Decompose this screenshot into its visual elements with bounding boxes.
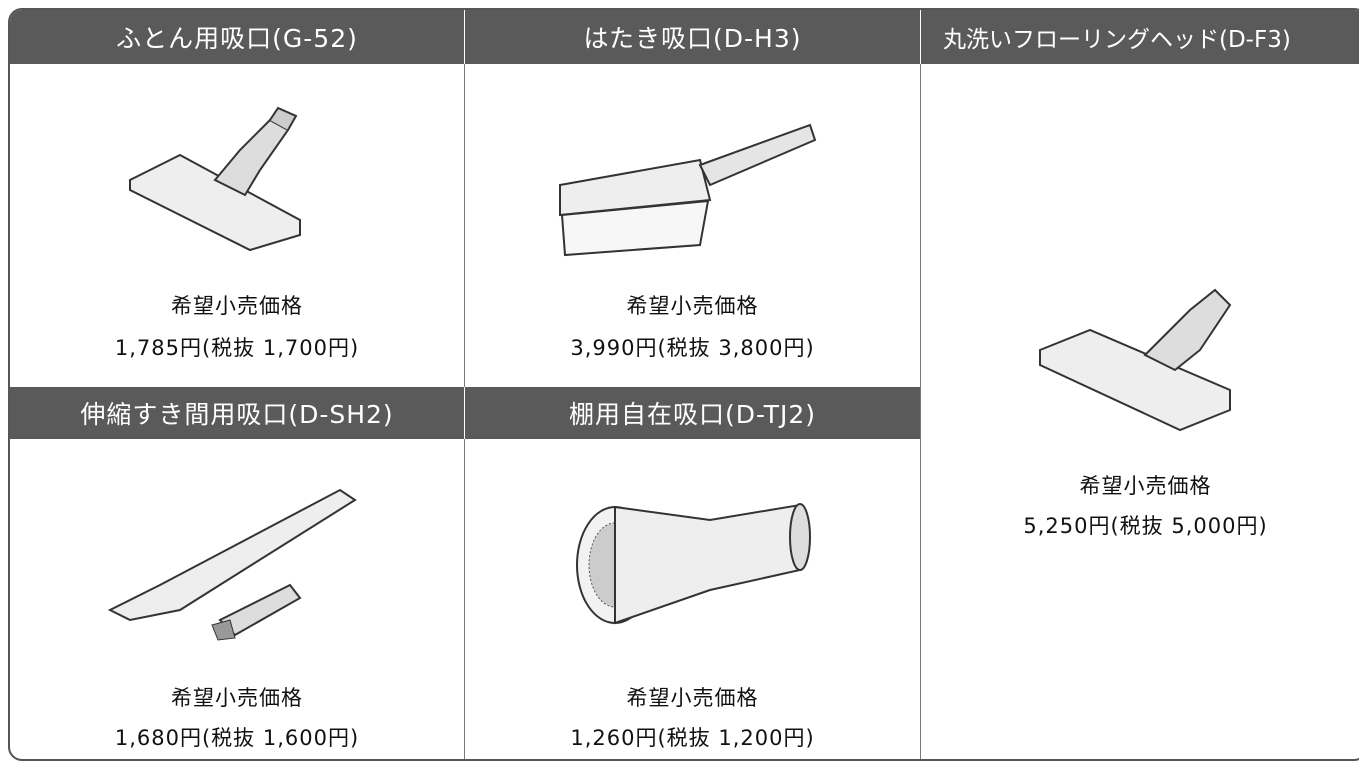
price-label: 希望小売価格 <box>171 686 303 710</box>
product-name: 伸縮すき間用吸口(D-SH2) <box>10 387 464 439</box>
product-name: 棚用自在吸口(D-TJ2) <box>465 387 920 439</box>
product-name: ふとん用吸口(G-52) <box>10 10 464 64</box>
product-image <box>129 106 301 252</box>
product-table: ふとん用吸口(G-52) はたき吸口(D-H3) 丸洗いフローリングヘッド(D-… <box>8 8 1359 761</box>
product-image <box>576 503 811 625</box>
product-name: 丸洗いフローリングヘッド(D-F3) <box>921 10 1359 64</box>
price: 1,260円(税抜 1,200円) <box>570 726 815 750</box>
price-label: 希望小売価格 <box>626 294 759 318</box>
product-image <box>559 123 817 257</box>
divider <box>920 64 921 759</box>
divider <box>464 439 465 759</box>
price: 1,680円(税抜 1,600円) <box>114 726 360 750</box>
price-label: 希望小売価格 <box>171 294 303 318</box>
price: 1,785円(税抜 1,700円) <box>114 336 360 360</box>
price-label: 希望小売価格 <box>1079 474 1212 498</box>
price: 5,250円(税抜 5,000円) <box>1023 514 1268 538</box>
product-image <box>107 488 357 641</box>
product-image <box>1039 288 1232 432</box>
divider <box>464 64 465 387</box>
product-name: はたき吸口(D-H3) <box>465 10 920 64</box>
price-label: 希望小売価格 <box>626 686 759 710</box>
price: 3,990円(税抜 3,800円) <box>570 336 815 360</box>
